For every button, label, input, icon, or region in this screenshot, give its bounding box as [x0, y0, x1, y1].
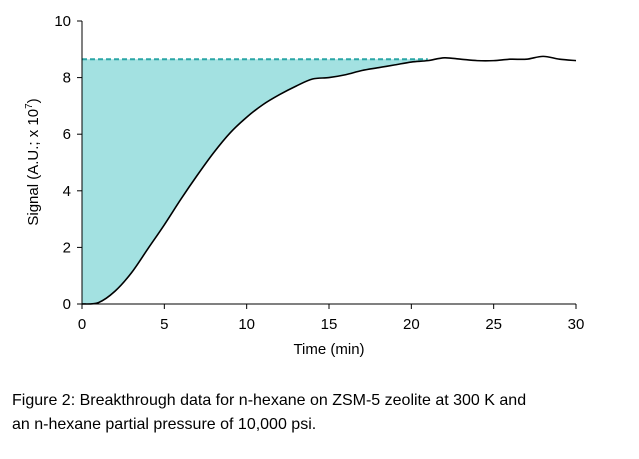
x-tick-label: 0: [78, 316, 86, 333]
signal-series-line: [81, 55, 577, 305]
y-axis-title-exponent: 7: [24, 103, 35, 109]
y-tick-label: 0: [63, 296, 71, 313]
y-tick-label: 8: [63, 70, 71, 87]
y-tick-label: 2: [63, 239, 71, 256]
y-axis-title: Signal (A.U.; x 107): [24, 98, 42, 225]
x-tick-label: 30: [568, 316, 585, 333]
x-tick-label: 25: [485, 316, 502, 333]
y-tick-label: 10: [54, 13, 71, 30]
y-tick-label: 4: [63, 183, 71, 200]
caption-line-1: Figure 2: Breakthrough data for n-hexane…: [12, 392, 527, 409]
x-tick-label: 20: [403, 316, 420, 333]
breakthrough-shaded-area: [82, 59, 428, 304]
y-axis-title-main: Signal (A.U.; x 10: [25, 109, 42, 226]
figure-caption: Figure 2: Breakthrough data for n-hexane…: [12, 389, 627, 437]
y-tick-label: 6: [63, 126, 71, 143]
breakthrough-chart: 0 5 10 15 20 25 30 0 2 4 6 8 10 Time (min) Signal (A…: [24, 13, 585, 358]
y-axis-title-close: ): [25, 98, 42, 103]
x-tick-label: 5: [160, 316, 168, 333]
x-tick-label: 10: [238, 316, 255, 333]
x-axis-title: Time (min): [293, 341, 364, 358]
caption-line-2: an n-hexane partial pressure of 10,000 p…: [12, 416, 317, 433]
x-tick-label: 15: [321, 316, 338, 333]
